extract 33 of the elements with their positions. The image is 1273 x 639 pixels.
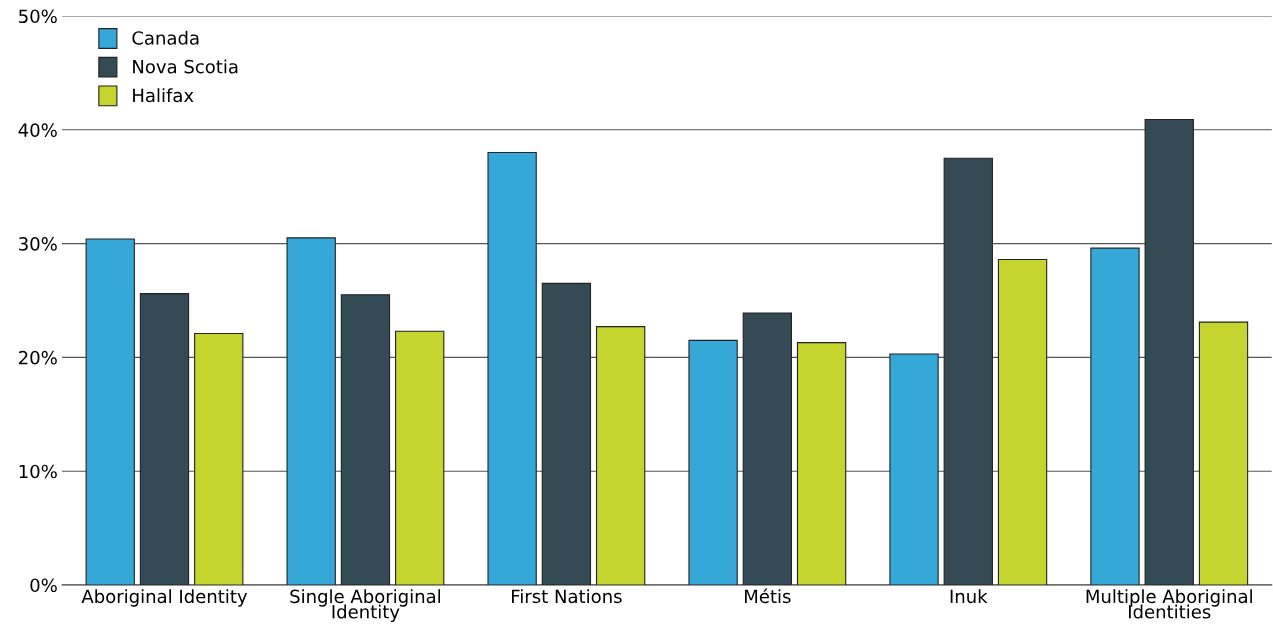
bar	[889, 353, 939, 585]
bar	[286, 237, 336, 585]
legend-label: Halifax	[133, 88, 194, 103]
bar	[85, 238, 135, 585]
bar	[1090, 247, 1140, 585]
x-tick-label: Single Aboriginal Identity	[290, 589, 441, 623]
x-tick-label: First Nations	[512, 589, 622, 604]
y-tick-label: 30%	[19, 237, 57, 251]
bar	[688, 339, 738, 585]
bar	[943, 157, 993, 585]
legend-label: Nova Scotia	[133, 59, 238, 74]
bar	[742, 312, 793, 585]
y-tick-label: 40%	[18, 123, 57, 137]
y-tick-label: 10%	[19, 464, 57, 479]
x-tick-label: Aboriginal Identity	[81, 589, 248, 607]
x-tick-label: Multiple Aboriginal Identities	[1086, 589, 1252, 619]
x-tick-label: Métis	[745, 588, 791, 604]
x-tick-label: Inuk	[950, 589, 988, 604]
bar	[1198, 321, 1249, 585]
bar	[1144, 119, 1194, 585]
bar	[487, 152, 537, 585]
bar	[194, 332, 244, 585]
legend-label: Canada	[132, 30, 199, 45]
bar	[541, 282, 592, 585]
bar	[997, 258, 1048, 585]
y-tick-label: 50%	[19, 9, 57, 24]
bar	[395, 330, 445, 585]
y-tick-label: 20%	[19, 350, 57, 365]
bar	[796, 342, 847, 585]
bar	[139, 293, 190, 585]
bar	[595, 326, 646, 585]
bar	[340, 294, 391, 585]
y-tick-label: 0%	[30, 578, 57, 593]
